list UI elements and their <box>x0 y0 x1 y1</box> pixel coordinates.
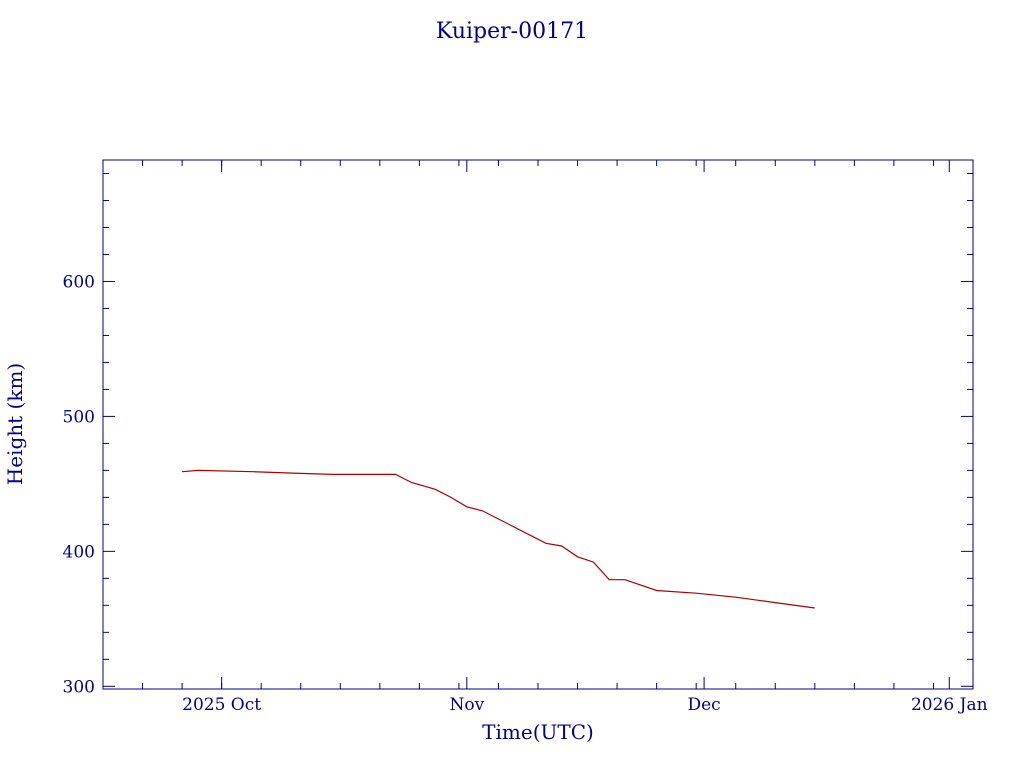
y-tick-label: 500 <box>63 407 95 427</box>
x-tick-label: Nov <box>449 695 484 715</box>
y-tick-labels: 300 400 500 600 <box>63 272 95 697</box>
x-tick-labels: 2025 Oct Nov Dec 2026 Jan <box>182 695 987 715</box>
x-tick-label: 2025 Oct <box>182 695 261 715</box>
y-tick-label: 300 <box>63 677 95 697</box>
y-axis-label: Height (km) <box>3 363 27 485</box>
x-tick-label: 2026 Jan <box>911 695 988 715</box>
plot-frame <box>102 159 974 690</box>
y-tick-label: 400 <box>63 542 95 562</box>
x-axis-label: Time(UTC) <box>482 720 594 744</box>
chart-title: Kuiper-00171 <box>436 19 588 44</box>
x-tick-label: Dec <box>687 695 720 715</box>
series-line <box>182 469 815 609</box>
axis-ticks <box>103 160 973 689</box>
y-tick-label: 600 <box>63 272 95 292</box>
